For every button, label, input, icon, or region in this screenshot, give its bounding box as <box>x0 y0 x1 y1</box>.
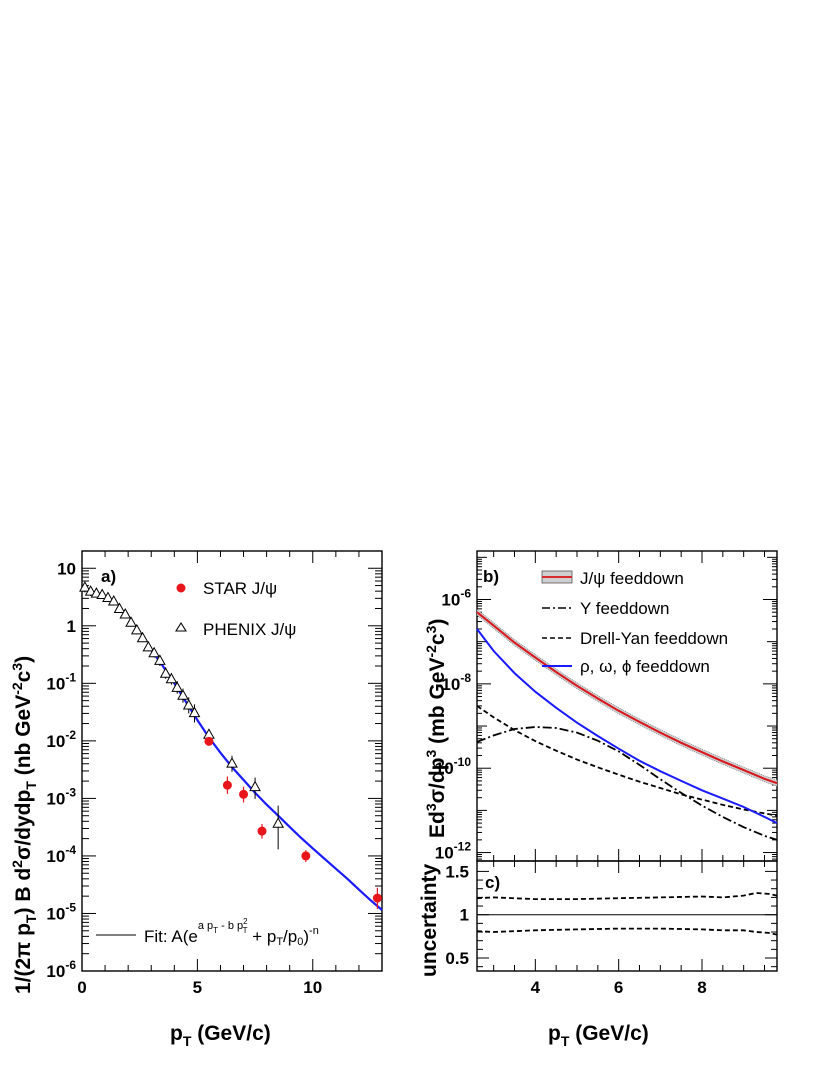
panel-b: 10-12 10-10 10-8 10-6 b) J/ψ feeddown Υ fee… <box>423 550 778 863</box>
phenix-point <box>142 640 155 652</box>
drellyan-feeddown-line <box>476 705 778 817</box>
x-tick-label: 5 <box>193 978 202 997</box>
jpsi-feeddown-line <box>476 611 778 785</box>
y-tick-label: 10 <box>57 559 76 578</box>
phenix-point <box>79 581 91 592</box>
panel-b-y-title: Ed3σ/dp3 (mb GeV-2c3) <box>423 619 449 838</box>
phenix-point <box>272 817 285 828</box>
y-tick-label: 10-6 <box>441 587 471 610</box>
phenix-point <box>165 672 178 684</box>
x-tick-label: 8 <box>697 978 706 997</box>
panel-b-label: b) <box>483 567 499 586</box>
panel-a-ticks: 0 5 10 10-6 10-5 10-4 10-3 10-2 10-1 1 10 <box>46 551 383 997</box>
y-tick-label: 1 <box>67 617 76 636</box>
panel-a: 0 5 10 10-6 10-5 10-4 10-3 10-2 10-1 1 10 a) STAR … <box>9 550 383 1049</box>
y-tick-label: 10-6 <box>46 958 76 981</box>
legend-phenix-marker <box>175 621 187 632</box>
panel-a-y-title: 1/(2π pT) B d2σ/dydpT (nb GeV-2c3) <box>9 656 39 994</box>
rho-omega-phi-feeddown-line <box>476 628 778 824</box>
star-point <box>204 736 214 746</box>
phenix-point <box>96 588 109 599</box>
panel-a-label: a) <box>101 567 116 586</box>
upsilon-feeddown-line <box>476 726 778 841</box>
legend-drellyan-label: Drell-Yan feeddown <box>580 629 728 648</box>
star-point <box>239 789 249 799</box>
phenix-point <box>171 681 184 692</box>
phenix-point <box>119 608 132 619</box>
y-tick-label: 10-3 <box>46 785 76 808</box>
y-tick-label: 10-12 <box>435 840 472 863</box>
panel-c-label: c) <box>485 873 500 892</box>
phenix-point <box>188 706 201 718</box>
phenix-point <box>107 594 120 606</box>
phenix-point <box>159 667 172 678</box>
y-tick-label: 10-2 <box>46 728 76 751</box>
panel-b-curves <box>476 608 778 841</box>
phenix-point <box>130 623 143 635</box>
panel-c-curves <box>476 892 778 936</box>
y-tick-label: 10-1 <box>46 670 76 693</box>
panel-c-frame <box>476 860 778 972</box>
panel-a-frame <box>81 550 383 972</box>
legend-jpsi-label: J/ψ feeddown <box>580 569 684 588</box>
lower-uncertainty-line <box>476 927 778 936</box>
phenix-point <box>182 698 195 710</box>
y-tick-label: 1.5 <box>445 862 469 881</box>
y-tick-label: 10-5 <box>46 900 76 923</box>
star-point <box>372 893 382 903</box>
panel-c: 4 6 8 0.5 1 1.5 c) uncertainty pT (GeV/c) <box>418 860 778 1049</box>
y-tick-label: 10-4 <box>46 843 76 866</box>
legend-upsilon-label: Υ feeddown <box>580 599 669 618</box>
phenix-point <box>226 757 238 768</box>
y-tick-label: 1 <box>460 906 469 925</box>
x-tick-label: 10 <box>303 978 322 997</box>
legend-phenix-label: PHENIX J/ψ <box>203 620 296 639</box>
star-point <box>222 780 232 790</box>
upper-uncertainty-line <box>476 892 778 900</box>
panel-a-marks <box>79 581 382 909</box>
legend-fit-label: Fit: A(ea pT - b p2 T + pT/p0)-n <box>144 917 319 948</box>
jpsi-feeddown-band <box>476 608 778 787</box>
x-tick-label: 0 <box>77 978 86 997</box>
x-tick-label: 6 <box>614 978 623 997</box>
y-tick-label: 10-10 <box>435 755 472 778</box>
phenix-point <box>125 616 137 627</box>
phenix-point <box>148 646 160 658</box>
phenix-point <box>84 585 97 596</box>
panel-c-y-title: uncertainty <box>418 863 441 977</box>
legend-star-label: STAR J/ψ <box>203 579 277 598</box>
y-tick-label: 0.5 <box>445 949 469 968</box>
phenix-point <box>249 780 261 792</box>
phenix-point <box>113 602 126 613</box>
y-tick-label: 10-8 <box>441 671 471 694</box>
x-tick-label: 4 <box>531 978 541 997</box>
phenix-point <box>102 591 114 603</box>
star-point <box>301 851 311 861</box>
legend-star-marker <box>176 583 186 593</box>
star-point <box>257 826 267 836</box>
phenix-point <box>136 631 149 643</box>
panel-b-ticks: 10-12 10-10 10-8 10-6 <box>435 551 777 863</box>
phenix-point <box>177 689 189 700</box>
phenix-point <box>154 654 166 665</box>
panel-b-frame <box>476 550 778 862</box>
fit-curve <box>148 646 383 911</box>
legend-rho-label: ρ, ω, ϕ feeddown <box>580 657 710 676</box>
fit-curve-line <box>148 646 383 911</box>
panel-a-x-title: pT (GeV/c) <box>170 1022 271 1049</box>
panel-c-x-title: pT (GeV/c) <box>548 1022 649 1049</box>
